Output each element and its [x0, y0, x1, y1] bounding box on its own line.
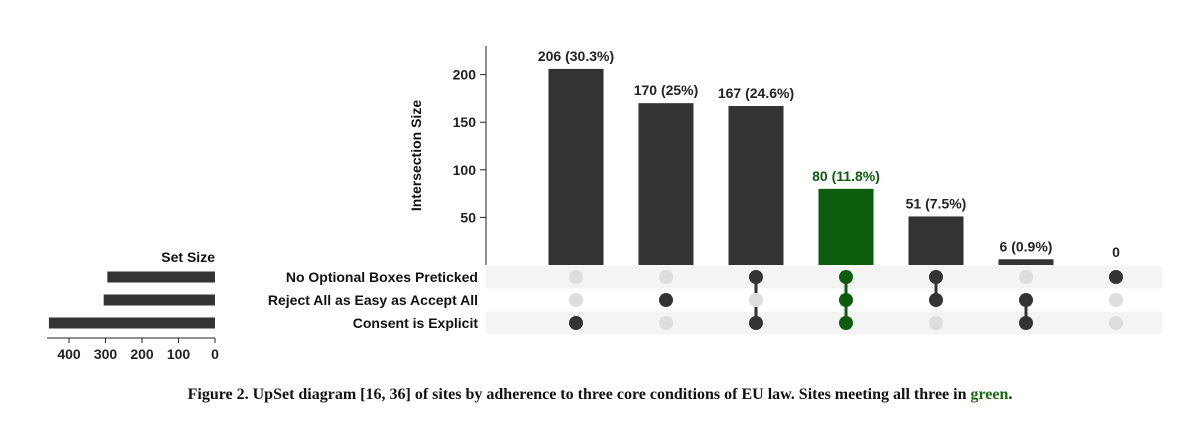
set-size-bar [48, 317, 215, 329]
bar-value-label: 51 (7.5%) [906, 195, 967, 211]
matrix-dot-active [929, 270, 943, 284]
intersection-bar [638, 103, 694, 265]
set-size-tick-label: 200 [130, 346, 154, 362]
matrix-row-stripe [486, 265, 1162, 289]
set-size-title: Set Size [161, 249, 215, 265]
bar-value-label: 170 (25%) [634, 82, 699, 98]
set-size-tick-label: 100 [167, 346, 191, 362]
y-axis-title: Intersection Size [408, 100, 424, 211]
caption-prefix: Figure 2. UpSet diagram [16, 36] of site… [187, 386, 971, 403]
intersection-bar [998, 259, 1054, 265]
matrix-dot-active [569, 316, 583, 330]
matrix-dot-active [749, 270, 763, 284]
matrix-dot-inactive [749, 293, 763, 307]
set-size-tick-label: 400 [57, 346, 81, 362]
matrix-dot-inactive [929, 316, 943, 330]
intersection-bar [818, 188, 874, 265]
set-size-tick-label: 0 [211, 346, 219, 362]
matrix-dot-active [929, 293, 943, 307]
set-size-bar [107, 271, 215, 283]
set-name-label: Consent is Explicit [353, 315, 479, 331]
matrix-dot-inactive [1109, 316, 1123, 330]
matrix-dot-inactive [569, 270, 583, 284]
bar-value-label: 0 [1112, 244, 1120, 260]
y-tick-label: 100 [453, 162, 477, 178]
upset-chart: 206 (30.3%) 170 (25%) 167 (24.6%) 80 (11.8%… [47, 46, 1162, 362]
figure-caption: Figure 2. UpSet diagram [16, 36] of site… [0, 386, 1200, 404]
bar-value-label: 80 (11.8%) [812, 168, 880, 184]
matrix-dot-active [659, 293, 673, 307]
matrix-dot-inactive [1019, 270, 1033, 284]
intersection-bar [908, 216, 964, 265]
bar-value-label: 6 (0.9%) [1000, 238, 1053, 254]
bar-value-label: 167 (24.6%) [718, 85, 794, 101]
matrix-dot-inactive [569, 293, 583, 307]
y-tick-label: 150 [453, 114, 477, 130]
set-size-bar [103, 294, 215, 306]
matrix-dot-active [1019, 293, 1033, 307]
matrix-dot-inactive [659, 270, 673, 284]
intersection-bar [548, 68, 604, 265]
y-tick-label: 200 [453, 67, 477, 83]
matrix-dot-active [839, 293, 853, 307]
set-name-label: No Optional Boxes Preticked [286, 269, 478, 285]
matrix-dot-active [749, 316, 763, 330]
matrix-dot-active [839, 270, 853, 284]
intersection-bar [728, 106, 784, 266]
matrix-dot-active [839, 316, 853, 330]
caption-suffix: . [1008, 386, 1013, 403]
bar-value-label: 206 (30.3%) [538, 48, 614, 64]
set-size-tick-label: 300 [94, 346, 118, 362]
set-name-label: Reject All as Easy as Accept All [268, 292, 478, 308]
matrix-dot-active [1109, 270, 1123, 284]
caption-green-word: green [970, 386, 1009, 403]
matrix-row-stripe [486, 311, 1162, 335]
matrix-dot-inactive [1109, 293, 1123, 307]
matrix-dot-active [1019, 316, 1033, 330]
y-tick-label: 50 [460, 209, 476, 225]
matrix-dot-inactive [659, 316, 673, 330]
